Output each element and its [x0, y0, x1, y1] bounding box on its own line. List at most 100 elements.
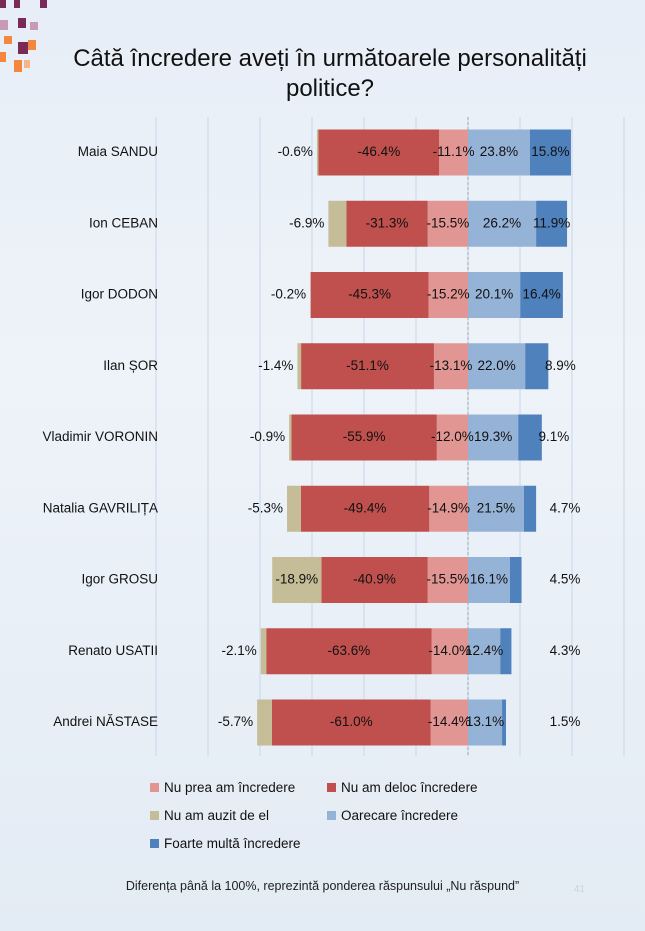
data-label: -13.1% — [430, 358, 473, 373]
bar-nu-deloc — [321, 557, 428, 603]
bar-foarte — [536, 200, 568, 247]
data-label: -0.2% — [271, 287, 306, 302]
deco-square — [4, 36, 12, 44]
bar-nu-prea — [427, 200, 468, 247]
data-label: -5.3% — [248, 500, 283, 515]
legend-label: Oarecare încredere — [341, 808, 459, 823]
bar-nu-deloc — [300, 485, 430, 532]
data-label: 8.9% — [545, 358, 576, 373]
bar-nu-deloc — [318, 129, 440, 176]
data-label: -11.1% — [433, 144, 475, 159]
bar-foarte — [520, 272, 563, 318]
bar-oarecare — [468, 485, 524, 532]
legend-label: Nu am auzit de el — [164, 808, 270, 823]
bar-oarecare — [468, 200, 537, 247]
data-label: -49.4% — [344, 500, 387, 515]
legend-swatch — [150, 783, 159, 792]
data-label: -14.4% — [428, 714, 471, 729]
bar-nu-auzit — [310, 272, 311, 318]
footnote: Diferența până la 100%, reprezintă ponde… — [125, 879, 520, 893]
bar-oarecare — [468, 343, 526, 390]
bar-foarte — [509, 557, 522, 603]
data-label: 22.0% — [477, 358, 515, 373]
data-label: 4.7% — [550, 500, 581, 515]
category-label: Natalia GAVRILIȚA — [43, 500, 158, 515]
data-label: 4.3% — [550, 643, 581, 658]
data-label: -15.2% — [427, 287, 470, 302]
data-label: 15.8% — [531, 144, 569, 159]
category-label: Vladimir VORONIN — [42, 429, 158, 444]
data-label: 12.4% — [465, 643, 503, 658]
bar-nu-prea — [431, 628, 468, 675]
legend-item-nu-deloc: Nu am deloc încredere — [327, 780, 478, 795]
title-line-1: Câtă încredere aveți în următoarele pers… — [73, 45, 587, 72]
deco-square — [30, 22, 38, 30]
data-label: -12.0% — [431, 429, 474, 444]
legend-label: Nu am deloc încredere — [341, 780, 478, 795]
category-label: Igor GROSU — [81, 572, 158, 587]
data-label: -6.9% — [289, 215, 324, 230]
data-label: -0.6% — [278, 144, 313, 159]
bar-nu-prea — [429, 485, 468, 532]
legend-swatch — [327, 783, 336, 792]
bar-nu-prea — [436, 414, 468, 461]
bar-foarte — [502, 699, 506, 746]
category-label: Maia SANDU — [78, 144, 158, 159]
legend-item-nu-prea: Nu prea am încredere — [150, 780, 295, 795]
deco-square — [40, 0, 47, 8]
data-label: -0.9% — [250, 429, 285, 444]
deco-square — [18, 18, 26, 28]
bar-nu-deloc — [291, 414, 437, 461]
deco-square — [14, 0, 20, 8]
legend-swatch — [150, 811, 159, 820]
legend-swatch — [150, 839, 159, 848]
data-label: 4.5% — [550, 572, 581, 587]
data-label: 13.1% — [466, 714, 504, 729]
bar-oarecare — [468, 129, 530, 176]
legend-swatch — [327, 811, 336, 820]
deco-square — [18, 42, 28, 54]
data-label: -40.9% — [353, 572, 396, 587]
bar-oarecare — [468, 272, 521, 318]
legend-item-foarte: Foarte multă încredere — [150, 836, 301, 851]
data-label: -61.0% — [330, 714, 373, 729]
bar-nu-deloc — [301, 343, 434, 390]
data-label: -51.1% — [346, 358, 389, 373]
data-label: -63.6% — [328, 643, 371, 658]
data-label: -1.4% — [258, 358, 293, 373]
bar-oarecare — [468, 628, 501, 675]
bar-nu-auzit — [316, 129, 319, 176]
bar-oarecare — [468, 414, 519, 461]
deco-square — [0, 20, 8, 30]
bar-nu-deloc — [266, 628, 432, 675]
data-label: -18.9% — [275, 572, 318, 587]
bar-nu-prea — [428, 272, 468, 318]
data-label: -14.0% — [428, 643, 471, 658]
bar-nu-prea — [433, 343, 468, 390]
data-label: 9.1% — [538, 429, 569, 444]
data-label: 20.1% — [475, 287, 513, 302]
bar-nu-auzit — [260, 628, 267, 675]
bar-nu-prea — [439, 129, 468, 176]
bar-oarecare — [468, 557, 510, 603]
bar-foarte — [518, 414, 542, 461]
data-label: 16.4% — [522, 287, 560, 302]
page-number: 41 — [574, 884, 586, 895]
data-label: -45.3% — [348, 287, 391, 302]
bar-foarte — [523, 485, 537, 532]
category-label: Ilan ȘOR — [103, 358, 158, 373]
deco-square — [0, 52, 6, 62]
legend-item-nu-auzit: Nu am auzit de el — [150, 808, 269, 823]
deco-square — [14, 60, 22, 72]
data-label: -31.3% — [366, 215, 409, 230]
deco-square — [28, 40, 36, 50]
data-label: -5.7% — [218, 714, 253, 729]
category-label: Igor DODON — [81, 287, 158, 302]
data-label: 11.9% — [533, 215, 570, 230]
bar-foarte — [500, 628, 512, 675]
bar-nu-auzit — [328, 200, 347, 247]
bar-foarte — [525, 343, 549, 390]
legend-item-oarecare: Oarecare încredere — [327, 808, 458, 823]
data-label: 19.3% — [474, 429, 512, 444]
bar-nu-deloc — [346, 200, 428, 247]
